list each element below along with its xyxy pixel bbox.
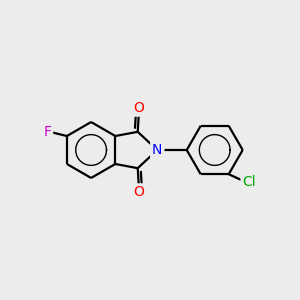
Text: O: O <box>134 101 145 115</box>
Text: O: O <box>134 185 145 199</box>
Text: N: N <box>152 143 163 157</box>
Text: F: F <box>43 124 51 139</box>
Text: Cl: Cl <box>242 175 256 189</box>
